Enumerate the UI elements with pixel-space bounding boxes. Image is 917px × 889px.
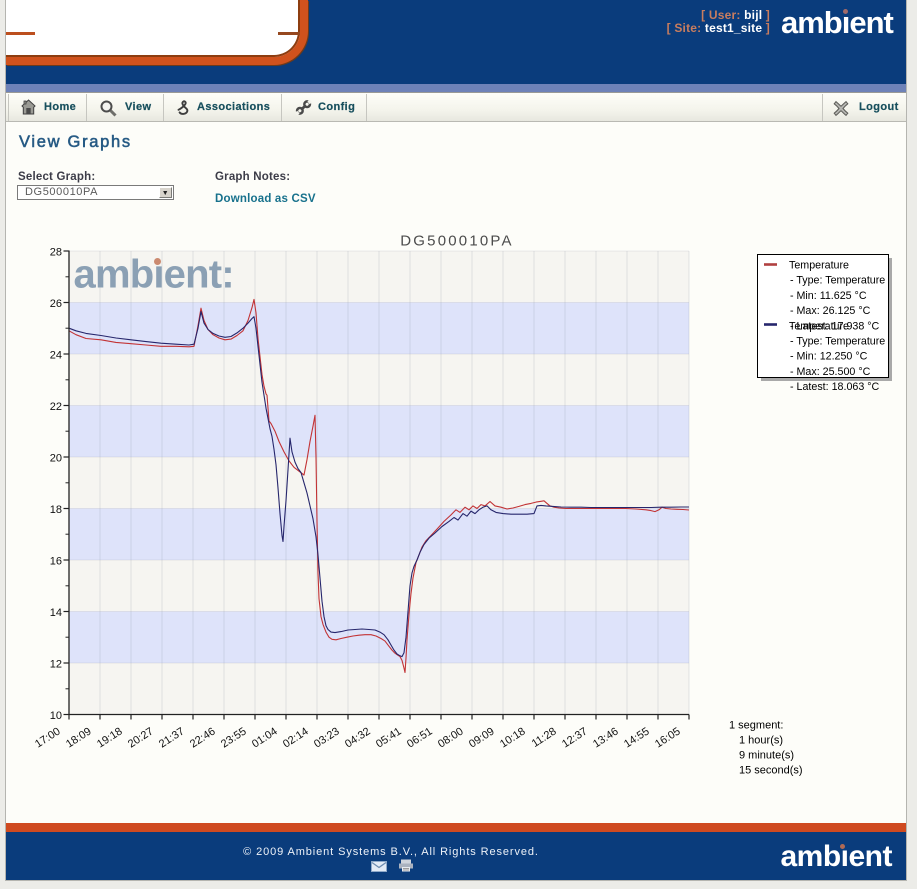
svg-text:17:00: 17:00 (33, 725, 63, 750)
svg-text:- Min: 12.250 °C: - Min: 12.250 °C (790, 351, 868, 363)
svg-text:01:04: 01:04 (250, 725, 280, 750)
svg-text:19:18: 19:18 (95, 725, 125, 750)
svg-text:11:28: 11:28 (530, 725, 559, 750)
svg-text:DG500010PA: DG500010PA (400, 233, 513, 250)
svg-text:23:55: 23:55 (219, 725, 249, 750)
svg-text:- Latest: 17.938 °C: - Latest: 17.938 °C (790, 320, 880, 332)
svg-text:20: 20 (50, 453, 62, 465)
svg-text:- Type: Temperature: - Type: Temperature (790, 275, 885, 287)
svg-text:08:00: 08:00 (436, 725, 466, 750)
svg-text:ambıent:: ambıent: (74, 253, 234, 297)
svg-text:21:37: 21:37 (157, 725, 187, 750)
svg-text:- Type: Temperature: - Type: Temperature (790, 336, 885, 348)
svg-text:09:09: 09:09 (467, 725, 497, 750)
svg-text:28: 28 (50, 247, 62, 259)
svg-text:- Max: 25.500 °C: - Max: 25.500 °C (790, 366, 871, 378)
svg-text:24: 24 (50, 350, 62, 362)
svg-text:14:55: 14:55 (622, 725, 652, 750)
svg-text:- Max: 26.125 °C: - Max: 26.125 °C (790, 305, 871, 317)
svg-text:- Min: 11.625 °C: - Min: 11.625 °C (790, 290, 867, 302)
svg-text:9 minute(s): 9 minute(s) (739, 750, 794, 762)
svg-text:26: 26 (50, 298, 62, 310)
svg-text:02:14: 02:14 (281, 725, 311, 750)
svg-text:15 second(s): 15 second(s) (739, 765, 803, 777)
svg-text:18:09: 18:09 (64, 725, 94, 750)
svg-text:1 segment:: 1 segment: (729, 720, 783, 732)
svg-text:22: 22 (50, 401, 62, 413)
svg-text:13:46: 13:46 (591, 725, 621, 750)
svg-text:1 hour(s): 1 hour(s) (739, 735, 783, 747)
svg-text:16:05: 16:05 (653, 725, 683, 750)
svg-text:Temperature: Temperature (789, 260, 849, 272)
svg-text:Temperature: Temperature (789, 320, 849, 332)
svg-text:20:27: 20:27 (126, 725, 156, 750)
svg-text:16: 16 (50, 556, 62, 568)
svg-text:- Latest: 18.063 °C: - Latest: 18.063 °C (790, 381, 880, 393)
svg-text:18: 18 (50, 504, 62, 516)
svg-text:10: 10 (50, 710, 62, 722)
svg-text:10:18: 10:18 (498, 725, 528, 750)
svg-text:14: 14 (50, 607, 62, 619)
svg-text:06:51: 06:51 (405, 725, 435, 750)
svg-text:12:37: 12:37 (560, 725, 590, 750)
svg-text:22:46: 22:46 (188, 725, 218, 750)
svg-text:05:41: 05:41 (374, 725, 404, 750)
svg-text:03:23: 03:23 (312, 725, 342, 750)
svg-text:04:32: 04:32 (343, 725, 373, 750)
svg-text:12: 12 (50, 659, 62, 671)
